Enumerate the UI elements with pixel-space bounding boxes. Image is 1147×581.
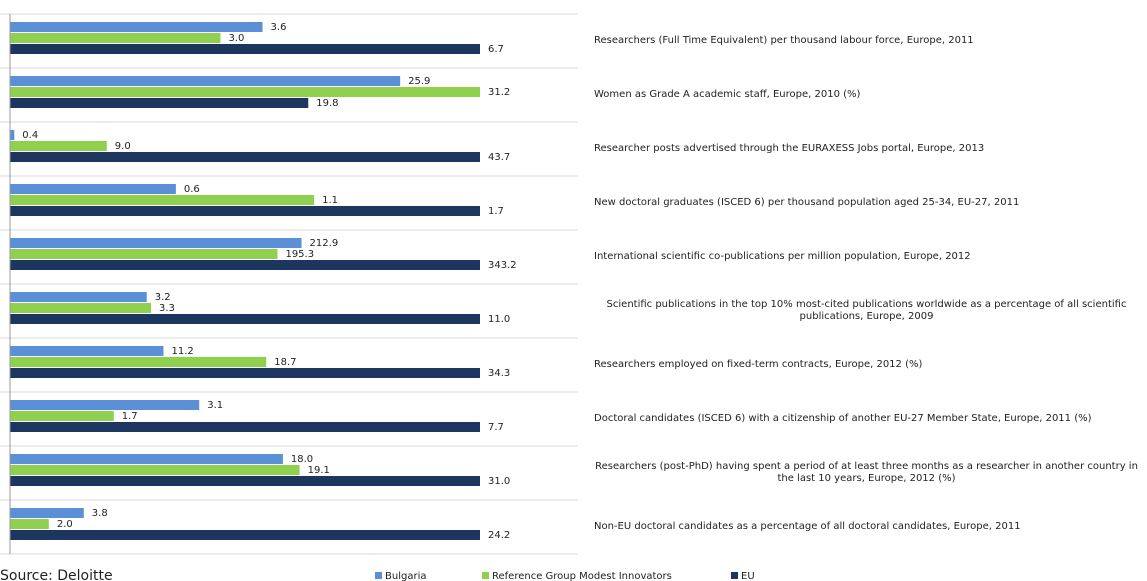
legend-swatch	[731, 572, 738, 579]
value-label: 0.6	[184, 184, 200, 195]
bar	[10, 206, 480, 216]
category-label: International scientific co-publications…	[594, 251, 971, 262]
category-label: Researchers employed on fixed-term contr…	[594, 359, 923, 370]
value-label: 24.2	[488, 530, 510, 541]
legend-swatch	[375, 572, 382, 579]
bar	[10, 411, 114, 421]
value-label: 11.0	[488, 314, 510, 325]
bar	[10, 303, 151, 313]
bar	[10, 249, 278, 259]
value-label: 31.2	[488, 87, 510, 98]
value-label: 11.2	[171, 346, 193, 357]
bar	[10, 22, 263, 32]
bar	[10, 87, 480, 97]
value-label: 1.1	[322, 195, 338, 206]
value-label: 1.7	[122, 411, 138, 422]
value-label: 195.3	[285, 249, 314, 260]
legend-label: EU	[741, 571, 755, 581]
bar	[10, 238, 302, 248]
bar	[10, 292, 147, 302]
category-label: Scientific publications in the top 10% m…	[606, 299, 1127, 322]
category-label: Women as Grade A academic staff, Europe,…	[594, 89, 861, 100]
value-label: 34.3	[488, 368, 510, 379]
bar	[10, 98, 309, 108]
bar	[10, 508, 84, 518]
value-label: 19.1	[308, 465, 330, 476]
bar	[10, 184, 176, 194]
bar	[10, 519, 49, 529]
bar	[10, 465, 300, 475]
bar	[10, 357, 267, 367]
bar	[10, 33, 221, 43]
bar	[10, 476, 480, 486]
value-label: 25.9	[408, 76, 430, 87]
value-label: 18.7	[274, 357, 296, 368]
value-label: 3.1	[207, 400, 223, 411]
source: Source: Deloitte	[0, 568, 113, 581]
value-label: 0.4	[22, 130, 38, 141]
bar	[10, 530, 480, 540]
legend-label: Bulgaria	[385, 571, 426, 581]
bar	[10, 368, 480, 378]
value-label: 7.7	[488, 422, 504, 433]
value-label: 18.0	[291, 454, 313, 465]
value-label: 3.2	[155, 292, 171, 303]
legend-label: Reference Group Modest Innovators	[492, 571, 672, 581]
bar	[10, 195, 315, 205]
category-label: Researchers (Full Time Equivalent) per t…	[594, 35, 974, 46]
bar	[10, 152, 480, 162]
bar	[10, 346, 164, 356]
bar	[10, 44, 480, 54]
category-label: Researcher posts advertised through the …	[594, 143, 985, 154]
category-label: Doctoral candidates (ISCED 6) with a cit…	[594, 413, 1092, 424]
legend-swatch	[482, 572, 489, 579]
bar	[10, 130, 15, 140]
value-label: 3.8	[92, 508, 108, 519]
bar	[10, 422, 480, 432]
value-label: 343.2	[488, 260, 517, 271]
bar	[10, 400, 200, 410]
value-label: 31.0	[488, 476, 510, 487]
bar	[10, 314, 480, 324]
value-label: 6.7	[488, 44, 504, 55]
value-label: 3.6	[271, 22, 287, 33]
bar	[10, 141, 107, 151]
category-label: New doctoral graduates (ISCED 6) per tho…	[594, 197, 1020, 208]
bar	[10, 76, 401, 86]
value-label: 1.7	[488, 206, 504, 217]
value-label: 19.8	[316, 98, 338, 109]
value-label: 3.0	[228, 33, 244, 44]
bar	[10, 260, 480, 270]
category-label: Non-EU doctoral candidates as a percenta…	[594, 521, 1021, 532]
value-label: 3.3	[159, 303, 175, 314]
value-label: 2.0	[57, 519, 73, 530]
value-label: 9.0	[115, 141, 131, 152]
value-label: 212.9	[310, 238, 339, 249]
category-label: Researchers (post-PhD) having spent a pe…	[595, 461, 1138, 484]
value-label: 43.7	[488, 152, 510, 163]
bar	[10, 454, 283, 464]
